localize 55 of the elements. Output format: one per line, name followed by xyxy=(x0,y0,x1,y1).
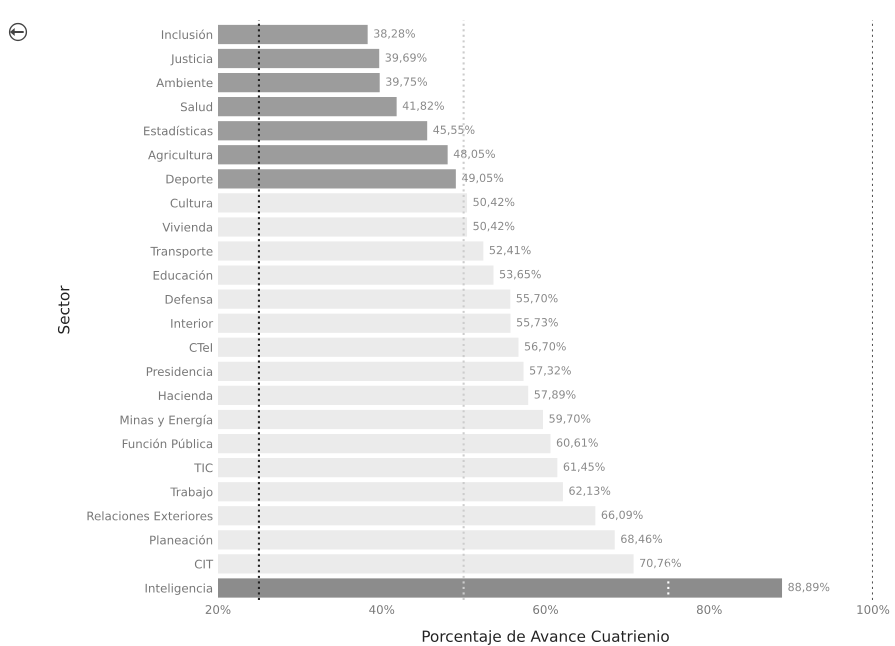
y-tick-label: Presidencia xyxy=(146,366,212,376)
data-label: 39,69% xyxy=(386,53,427,63)
data-label: 70,76% xyxy=(640,558,681,568)
y-tick-label: Inteligencia xyxy=(146,583,212,595)
data-label: 45,55% xyxy=(433,126,474,136)
x-tick-label: 40% xyxy=(369,605,394,614)
data-label: 56,70% xyxy=(524,342,566,352)
y-tick-label: Cultura xyxy=(170,198,212,208)
y-axis-title: Sector xyxy=(58,285,70,334)
data-label: 88,89% xyxy=(788,582,830,592)
y-tick-label: Hacienda xyxy=(158,390,212,400)
y-tick-label: Trabajo xyxy=(170,487,212,499)
y-tick-label: Planeación xyxy=(150,534,212,544)
data-label: 55,70% xyxy=(516,294,558,304)
data-label: 49,05% xyxy=(462,174,504,184)
y-tick-label: Justicia xyxy=(170,54,212,66)
data-label: 39,75% xyxy=(386,77,428,87)
y-tick-label: Agricultura xyxy=(148,150,212,162)
x-tick-label: 20% xyxy=(206,605,230,614)
y-tick-label: Salud xyxy=(180,102,212,112)
x-tick-label: 100% xyxy=(857,605,890,614)
data-label: 62,13% xyxy=(569,486,610,496)
data-label: 61,45% xyxy=(564,462,605,472)
data-label: 57,32% xyxy=(530,366,571,376)
y-tick-label: CIT xyxy=(194,560,214,569)
data-label: 68,46% xyxy=(621,534,662,544)
x-tick-label: 80% xyxy=(696,605,722,614)
y-tick-label: Minas y Energía xyxy=(120,414,212,427)
x-tick-label: 60% xyxy=(533,605,558,614)
x-axis-title: Porcentaje de Avance Cuatrienio xyxy=(422,630,669,645)
data-label: 50,42% xyxy=(473,198,514,208)
data-label: 66,09% xyxy=(602,510,643,520)
y-tick-label: Deporte xyxy=(166,174,213,186)
y-tick-label: TIC xyxy=(194,463,212,472)
data-label: 41,82% xyxy=(402,101,444,111)
data-label: 52,41% xyxy=(490,246,531,256)
y-tick-label: Transporte xyxy=(150,246,213,258)
y-tick-label: Relaciones Exteriores xyxy=(88,511,213,520)
data-label: 55,73% xyxy=(516,318,558,328)
y-tick-label: Educación xyxy=(154,270,212,280)
data-label: 50,42% xyxy=(473,222,514,232)
y-tick-label: Defensa xyxy=(166,294,212,304)
data-label: 53,65% xyxy=(500,270,541,280)
y-tick-label: Interior xyxy=(171,318,214,328)
y-tick-label: Ambiente xyxy=(156,78,213,88)
y-tick-label: Función Pública xyxy=(122,438,212,448)
data-label: 59,70% xyxy=(549,414,590,424)
data-label: 57,89% xyxy=(534,390,576,400)
y-tick-label: Inclusión xyxy=(162,29,212,40)
data-label: 48,05% xyxy=(454,150,495,160)
data-label: 38,28% xyxy=(374,29,415,39)
y-tick-label: Estadísticas xyxy=(144,126,213,136)
y-tick-label: CTeI xyxy=(190,343,212,352)
y-tick-label: Vivienda xyxy=(162,222,212,232)
data-label: 60,61% xyxy=(556,438,598,448)
